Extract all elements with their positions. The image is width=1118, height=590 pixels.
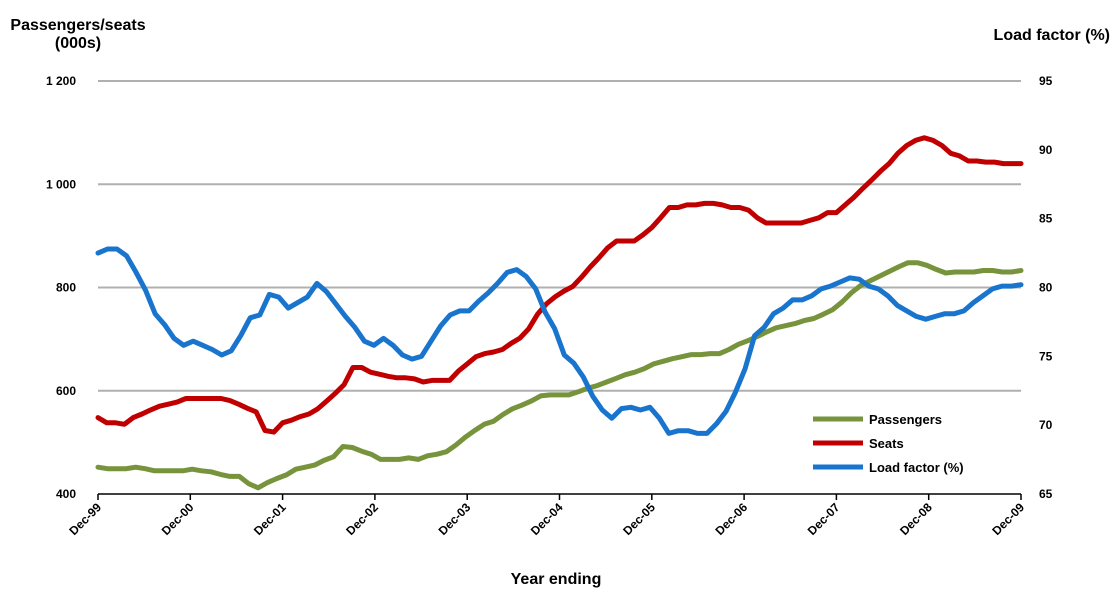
- right-y-tick-label: 80: [1039, 281, 1053, 295]
- right-y-tick-label: 90: [1039, 143, 1053, 157]
- x-tick-label: Dec-06: [712, 500, 750, 538]
- series-line-seats: [95, 135, 1024, 435]
- left-y-tick-labels: 400 600 800 1 000 1 200: [46, 74, 76, 501]
- legend-label: Seats: [869, 436, 904, 451]
- left-y-tick-label: 600: [56, 384, 76, 398]
- x-tick-label: Dec-00: [159, 500, 197, 538]
- right-y-tick-label: 70: [1039, 418, 1053, 432]
- x-tick-labels: Dec-99 Dec-00 Dec-01 Dec-02 Dec-03 Dec-04 Dec-…: [66, 500, 1027, 538]
- legend-label: Load factor (%): [869, 460, 964, 475]
- x-tick-label: Dec-02: [343, 500, 381, 538]
- right-y-axis-title: Load factor (%): [994, 27, 1110, 44]
- left-y-axis-title-line2: (000s): [55, 35, 101, 52]
- x-tick-label: Dec-99: [66, 500, 104, 538]
- right-y-tick-label: 75: [1039, 349, 1053, 363]
- x-tick-label: Dec-01: [251, 500, 289, 538]
- x-tick-label: Dec-07: [805, 500, 843, 538]
- axes: [97, 493, 1022, 500]
- right-y-tick-label: 95: [1039, 74, 1053, 88]
- x-axis-title: Year ending: [511, 571, 602, 588]
- left-y-tick-label: 1 000: [46, 177, 76, 191]
- x-tick-label: Dec-05: [620, 500, 658, 538]
- right-y-tick-label: 65: [1039, 487, 1053, 501]
- x-tick-label: Dec-08: [897, 500, 935, 538]
- x-tick-label: Dec-04: [528, 500, 566, 538]
- x-tick-label: Dec-03: [436, 500, 474, 538]
- left-y-tick-label: 400: [56, 487, 76, 501]
- left-y-tick-label: 800: [56, 281, 76, 295]
- series-lines: [95, 135, 1024, 491]
- legend-label: Passengers: [869, 412, 942, 427]
- series-line-load-factor: [95, 246, 1024, 436]
- x-tick-label: Dec-09: [989, 500, 1027, 538]
- right-y-tick-label: 85: [1039, 212, 1053, 226]
- left-y-tick-label: 1 200: [46, 74, 76, 88]
- right-y-tick-labels: 65 70 75 80 85 90 95: [1039, 74, 1053, 501]
- legend: Passengers Seats Load factor (%): [813, 412, 964, 475]
- left-y-axis-title-line1: Passengers/seats: [10, 17, 145, 34]
